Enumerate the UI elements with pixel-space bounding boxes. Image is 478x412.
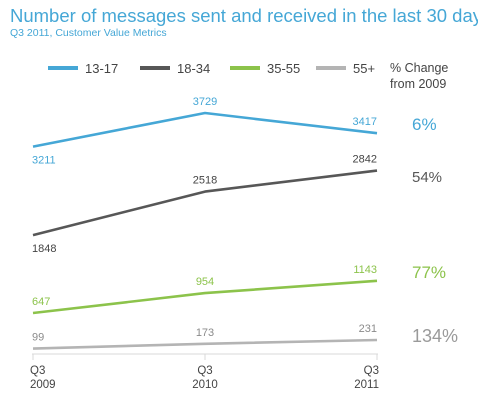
series-line-18-34 (32, 169, 378, 237)
series-line-35-55 (32, 279, 378, 315)
legend-item-18-34: 18-34 (140, 61, 210, 76)
x-tick-label-3-1: Q3 (364, 365, 379, 377)
x-tick-label-3-2: 2011 (354, 379, 379, 391)
change-label-55: 134% (412, 326, 458, 346)
change-header-line-2: from 2009 (390, 77, 446, 91)
data-label-13-17-2: 3729 (193, 96, 217, 108)
data-label-55-1: 99 (32, 332, 44, 344)
data-label-55-2: 173 (196, 327, 214, 339)
x-axis-ticks: Q3 2009 Q3 2010 Q3 2011 (30, 354, 379, 391)
change-label-13-17: 6% (412, 115, 437, 134)
legend-item-35-55: 35-55 (230, 61, 300, 76)
legend-label-13-17: 13-17 (85, 61, 118, 76)
legend-label-55: 55+ (353, 61, 375, 76)
data-label-18-34-3: 2842 (353, 154, 377, 166)
data-label-18-34-2: 2518 (193, 175, 217, 187)
data-label-13-17-1: 3211 (32, 155, 56, 167)
data-label-35-55-1: 647 (32, 296, 50, 308)
change-label-18-34: 54% (412, 169, 442, 186)
data-label-55-3: 231 (359, 323, 377, 335)
data-label-35-55-3: 1143 (353, 264, 377, 276)
chart-title: Number of messages sent and received in … (10, 5, 478, 26)
series-line-13-17 (32, 111, 378, 148)
chart-subtitle: Q3 2011, Customer Value Metrics (10, 27, 167, 39)
change-header: % Change from 2009 (390, 61, 448, 91)
change-header-line-1: % Change (390, 61, 448, 75)
plot-area: 3211 3729 3417 6% 1848 2518 2842 54% 647 954 1143 7… (32, 96, 458, 350)
legend-item-13-17: 13-17 (48, 61, 118, 76)
legend-label-35-55: 35-55 (267, 61, 300, 76)
series-35-55: 647 954 1143 77% (32, 263, 446, 315)
series-13-17: 3211 3729 3417 6% (32, 96, 437, 167)
data-label-13-17-3: 3417 (353, 116, 377, 128)
data-label-18-34-1: 1848 (32, 243, 56, 255)
series-line-55 (32, 338, 378, 350)
series-18-34: 1848 2518 2842 54% (32, 154, 442, 256)
series-55: 99 173 231 134% (32, 323, 458, 350)
x-tick-label-2-2: 2010 (192, 379, 218, 391)
x-tick-label-2-1: Q3 (197, 365, 212, 377)
legend-label-18-34: 18-34 (177, 61, 210, 76)
x-tick-label-1-1: Q3 (30, 365, 45, 377)
chart-legend: 13-17 18-34 35-55 55+ (48, 61, 375, 76)
change-label-35-55: 77% (412, 263, 446, 282)
legend-item-55: 55+ (316, 61, 375, 76)
x-tick-label-1-2: 2009 (30, 379, 56, 391)
data-label-35-55-2: 954 (196, 276, 214, 288)
